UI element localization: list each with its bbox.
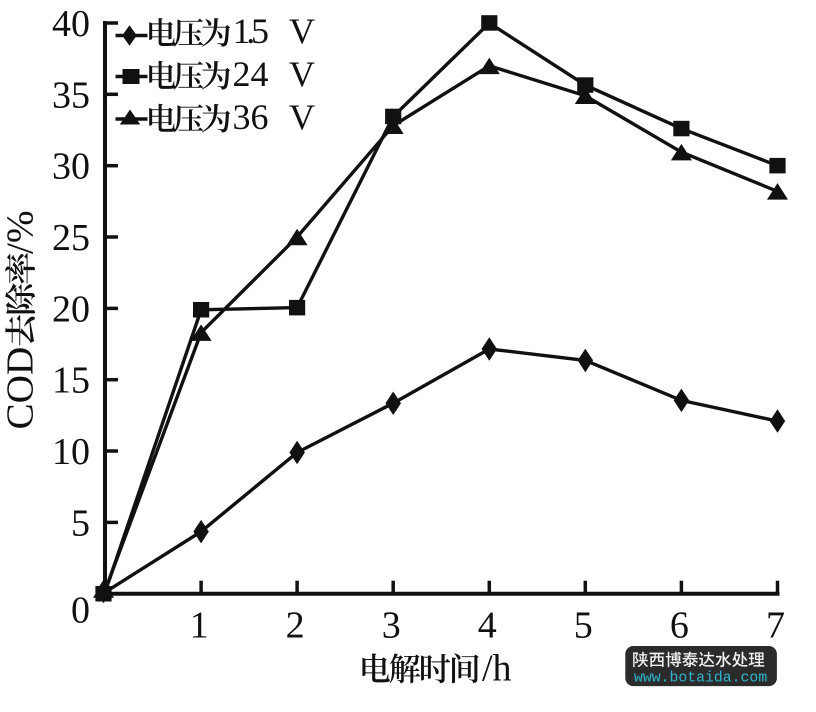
svg-text:0: 0 xyxy=(71,590,90,632)
svg-text:V: V xyxy=(289,97,315,137)
svg-text:15: 15 xyxy=(52,360,90,402)
svg-text:35: 35 xyxy=(52,74,90,116)
svg-text:20: 20 xyxy=(52,288,90,330)
svg-text:3: 3 xyxy=(382,605,401,647)
svg-text:4: 4 xyxy=(478,605,497,647)
svg-text:1.5: 1.5 xyxy=(233,11,270,51)
svg-text:7: 7 xyxy=(766,605,785,647)
svg-text:10: 10 xyxy=(52,431,90,473)
svg-text:30: 30 xyxy=(52,146,90,188)
svg-text:5: 5 xyxy=(574,605,593,647)
svg-text:25: 25 xyxy=(52,217,90,259)
svg-text:2: 2 xyxy=(286,605,305,647)
svg-text:/%: /% xyxy=(0,210,41,254)
svg-text:V: V xyxy=(289,11,315,51)
svg-text:1: 1 xyxy=(190,605,209,647)
svg-text:V: V xyxy=(289,54,315,94)
svg-text:40: 40 xyxy=(52,3,90,45)
svg-text:6: 6 xyxy=(670,605,689,647)
svg-text:www.botaida.com: www.botaida.com xyxy=(634,671,767,687)
svg-text:/h: /h xyxy=(482,648,512,690)
svg-text:36: 36 xyxy=(233,97,269,137)
svg-text:COD: COD xyxy=(0,347,41,430)
svg-text:24: 24 xyxy=(233,54,269,94)
svg-text:5: 5 xyxy=(71,502,90,544)
